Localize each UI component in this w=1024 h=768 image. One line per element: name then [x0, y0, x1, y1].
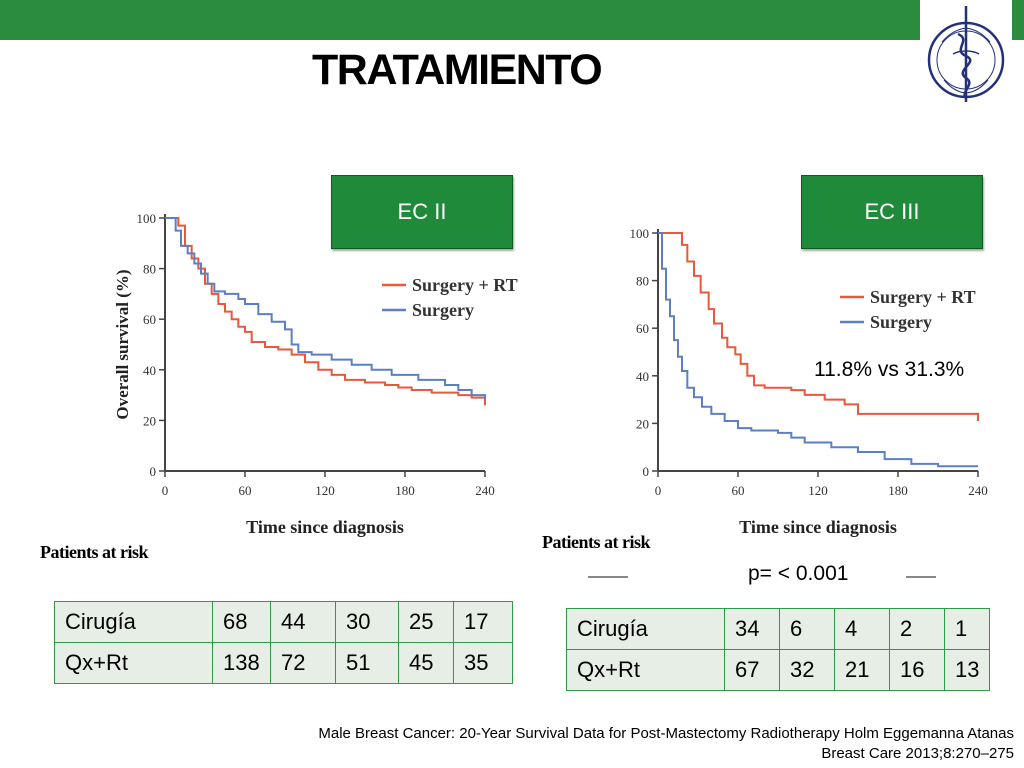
x-tick-label: 120	[315, 483, 335, 498]
y-tick-label: 0	[150, 464, 157, 479]
top-green-bar-right	[1012, 0, 1024, 40]
x-tick-label: 180	[888, 483, 908, 498]
table-row: Qx+Rt 67 32 21 16 13	[566, 649, 991, 691]
institute-seal-logo	[922, 2, 1010, 112]
table-cell: 51	[335, 642, 399, 684]
legend-label: Surgery	[412, 300, 474, 320]
series-line-surgery	[658, 232, 978, 468]
table-cell: 13	[943, 649, 991, 691]
y-axis-label: Overall survival (%)	[113, 269, 132, 419]
table-cell: 4	[834, 608, 890, 650]
risk-table-ec3: Cirugía 34 6 4 2 1 Qx+Rt 67 32 21 16 13	[566, 608, 991, 691]
y-tick-label: 60	[143, 312, 156, 327]
legend-label: Surgery + RT	[412, 275, 518, 295]
x-tick-label: 240	[475, 483, 495, 498]
y-tick-label: 100	[137, 211, 157, 226]
risk-table-ec2: Cirugía 68 44 30 25 17 Qx+Rt 138 72 51 4…	[54, 601, 513, 684]
legend-label: Surgery	[870, 312, 932, 332]
patients-at-risk-right: Patients at risk	[542, 532, 651, 552]
x-tick-label: 60	[239, 483, 252, 498]
table-cell: 44	[270, 601, 336, 643]
y-tick-label: 40	[143, 363, 156, 378]
y-tick-label: 20	[636, 416, 649, 431]
row-label: Qx+Rt	[54, 642, 213, 684]
series-line-surgery-rt	[658, 232, 979, 422]
page-title: TRATAMIENTO	[312, 46, 603, 94]
row-label: Cirugía	[54, 601, 213, 643]
top-green-bar	[0, 0, 920, 40]
x-tick-label: 60	[732, 483, 745, 498]
x-tick-label: 240	[968, 483, 988, 498]
table-cell: 17	[453, 601, 513, 643]
table-row: Cirugía 34 6 4 2 1	[566, 608, 991, 650]
legend-label: Surgery + RT	[870, 287, 976, 307]
faded-divider	[906, 576, 936, 578]
table-cell: 67	[724, 649, 780, 691]
table-cell: 6	[779, 608, 835, 650]
table-cell: 45	[398, 642, 454, 684]
x-tick-label: 120	[808, 483, 828, 498]
p-value-text: p= < 0.001	[748, 562, 849, 585]
x-tick-label: 0	[655, 483, 662, 498]
table-cell: 68	[212, 601, 271, 643]
row-label: Qx+Rt	[566, 649, 725, 691]
table-cell: 16	[889, 649, 945, 691]
y-tick-label: 80	[143, 262, 156, 277]
citation: Male Breast Cancer: 20-Year Survival Dat…	[194, 724, 1014, 764]
y-tick-label: 60	[636, 321, 649, 336]
table-cell: 30	[335, 601, 399, 643]
survival-comparison-text: 11.8% vs 31.3%	[814, 358, 965, 381]
table-cell: 138	[212, 642, 271, 684]
stage-ec2-label: EC II	[331, 175, 513, 249]
table-row: Cirugía 68 44 30 25 17	[54, 601, 513, 643]
table-cell: 1	[943, 608, 991, 650]
x-tick-label: 0	[162, 483, 169, 498]
table-cell: 35	[453, 642, 513, 684]
y-tick-label: 0	[643, 464, 650, 479]
y-tick-label: 20	[143, 413, 156, 428]
table-cell: 21	[834, 649, 890, 691]
series-line-surgery-rt	[165, 217, 486, 406]
table-cell: 72	[270, 642, 336, 684]
survival-chart-ec3: 0 20 40 60 80 100 0 60 120 180 240 Time since diagn…	[630, 226, 988, 537]
table-cell: 34	[724, 608, 780, 650]
x-tick-label: 180	[395, 483, 415, 498]
y-tick-label: 40	[636, 369, 649, 384]
table-row: Qx+Rt 138 72 51 45 35	[54, 642, 513, 684]
survival-chart-ec2: 0 20 40 60 80 100 0 60 120 180 240 Time since diagn…	[113, 211, 518, 537]
series-line-surgery	[165, 217, 486, 401]
x-axis-label: Time since diagnosis	[739, 517, 897, 537]
stage-ec3-label: EC III	[801, 175, 983, 249]
y-tick-label: 100	[630, 226, 650, 241]
row-label: Cirugía	[566, 608, 725, 650]
faded-divider	[588, 576, 628, 578]
table-cell: 2	[889, 608, 945, 650]
patients-at-risk-left: Patients at risk	[40, 542, 149, 562]
table-cell: 25	[398, 601, 454, 643]
citation-line-2: Breast Care 2013;8:270–275	[821, 745, 1014, 762]
y-tick-label: 80	[636, 274, 649, 289]
table-cell: 32	[779, 649, 835, 691]
x-axis-label: Time since diagnosis	[246, 517, 404, 537]
citation-line-1: Male Breast Cancer: 20-Year Survival Dat…	[318, 725, 1014, 742]
